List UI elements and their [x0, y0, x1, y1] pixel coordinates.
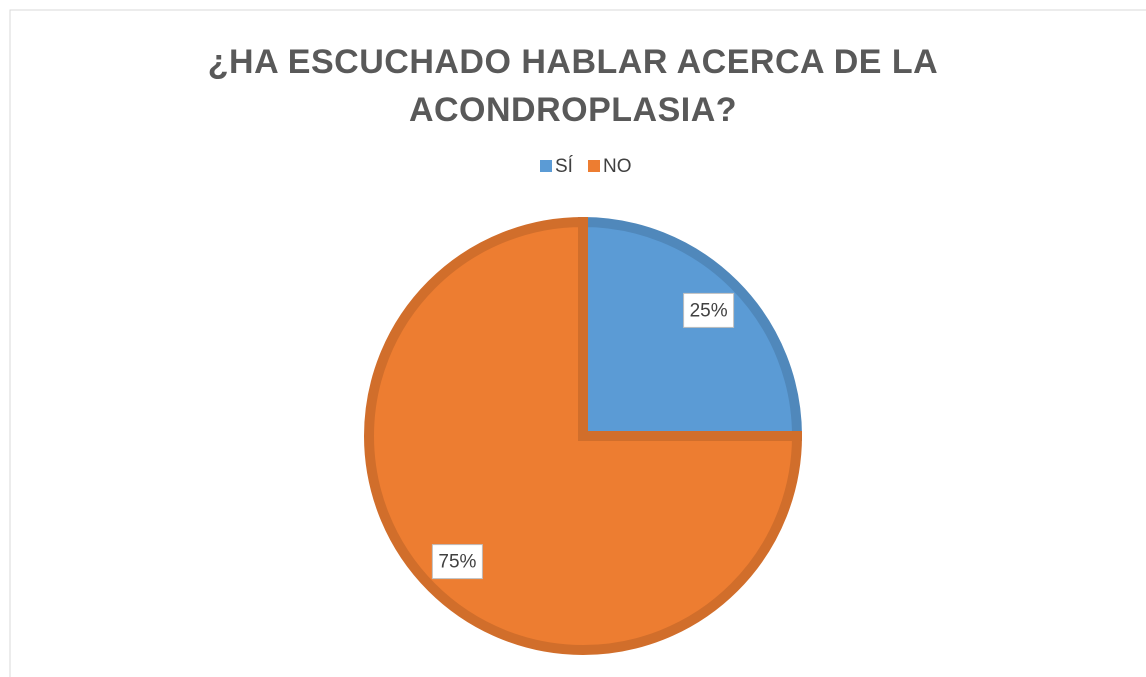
legend-label: SÍ — [555, 156, 574, 177]
data-label: 25% — [690, 300, 728, 321]
data-label-box — [683, 292, 735, 328]
data-label-box — [431, 544, 483, 580]
legend-swatch — [588, 160, 600, 172]
legend-swatch — [540, 160, 552, 172]
chart-title: ¿HA ESCUCHADO HABLAR ACERCA DE LA ACONDR… — [207, 43, 939, 129]
legend-label: NO — [603, 156, 632, 177]
pie-slice — [578, 216, 803, 441]
data-label: 75% — [438, 552, 476, 573]
pie-slice — [364, 216, 803, 655]
chart-frame — [9, 9, 1146, 677]
